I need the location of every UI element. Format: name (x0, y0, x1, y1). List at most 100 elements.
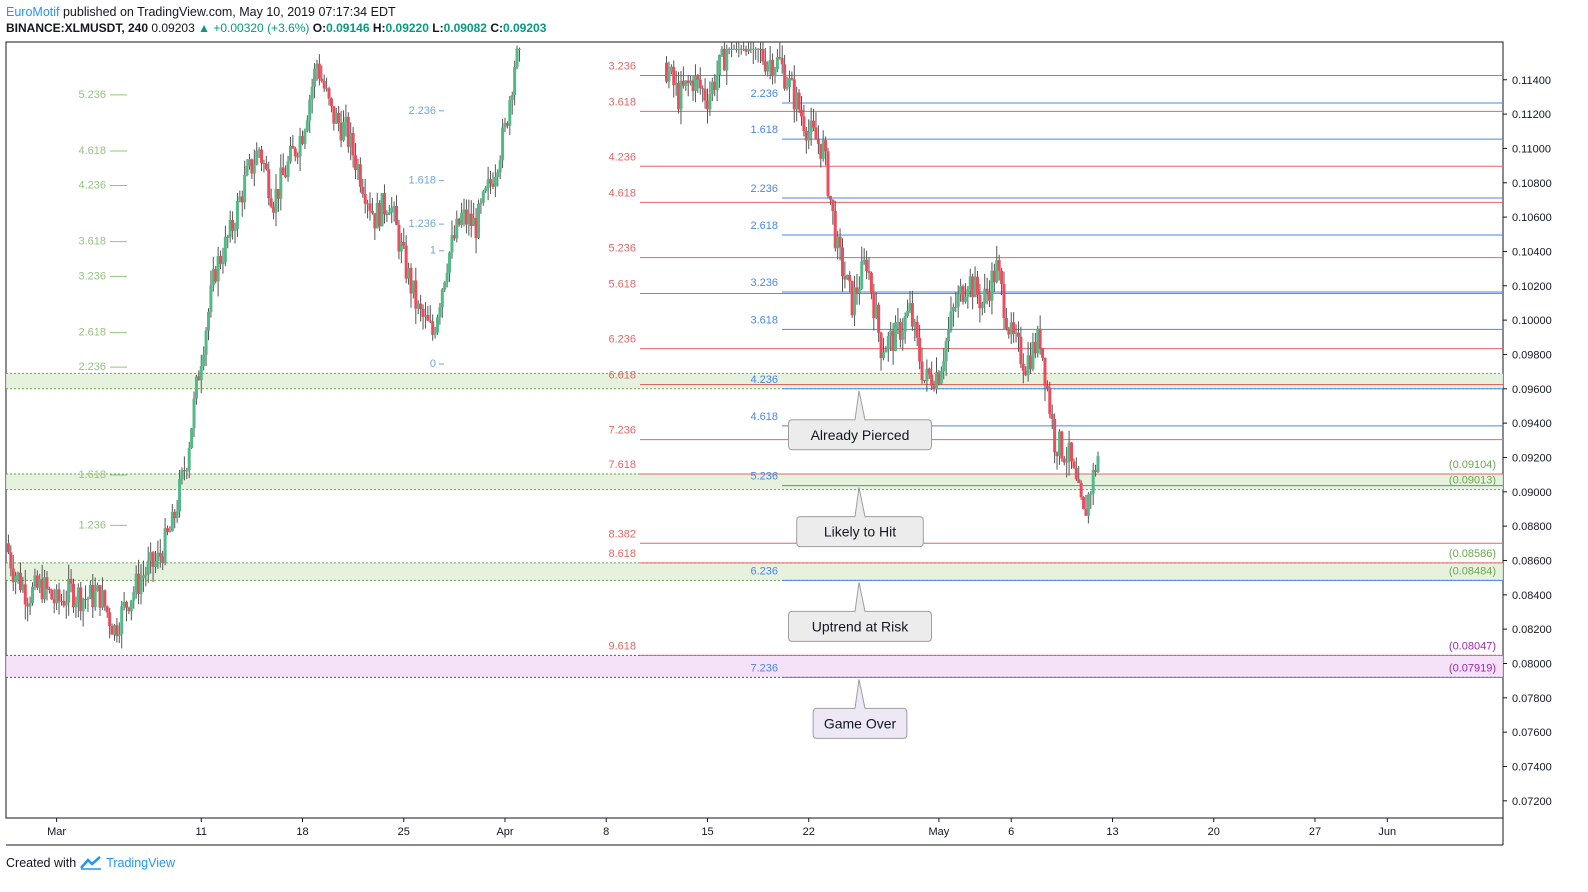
candle-body (807, 131, 811, 141)
candle-body (293, 148, 297, 157)
candle-body (503, 123, 507, 128)
fib-small-label: 1.618 (408, 175, 436, 187)
y-tick-label: 0.11000 (1512, 143, 1551, 155)
candle-body (505, 123, 509, 126)
candle-body (773, 69, 777, 77)
candle-body (869, 272, 873, 293)
y-tick-label: 0.09400 (1512, 418, 1552, 430)
purple-zone (6, 655, 1503, 678)
candle-body (151, 552, 155, 567)
candle-body (705, 100, 709, 110)
candle-body (474, 217, 478, 239)
candle-body (840, 247, 844, 277)
fib-red-label: 5.236 (608, 243, 636, 255)
candle-body (226, 236, 230, 238)
candle-body (1072, 461, 1076, 468)
candle-body (334, 112, 338, 124)
candle-body (16, 572, 20, 577)
candle-body (677, 83, 681, 110)
candle-body (1026, 355, 1030, 376)
candle-body (358, 164, 362, 187)
candle-body (961, 286, 965, 302)
candle-body (1055, 452, 1059, 457)
fib-blue-label: 5.236 (750, 471, 778, 483)
candle-body (464, 209, 468, 225)
candle-body (947, 328, 951, 342)
candle-body (1016, 332, 1020, 337)
symbol-line: BINANCE:XLMUSDT, 240 0.09203 ▲ +0.00320 … (6, 20, 546, 36)
candle-body (1024, 370, 1028, 376)
candle-body (219, 255, 223, 265)
candle-body (40, 579, 44, 600)
candle-body (199, 365, 203, 381)
candle-body (281, 167, 285, 175)
candle-body (284, 174, 288, 178)
candle-body (346, 116, 350, 147)
candle-body (1091, 469, 1095, 494)
candle-body (146, 560, 150, 575)
candle-body (262, 162, 266, 164)
candle-body (117, 634, 121, 637)
fib-red-label: 6.236 (608, 334, 636, 346)
candle-body (1094, 469, 1098, 473)
candle-body (235, 201, 239, 229)
close-value: 0.09203 (502, 21, 547, 35)
x-tick-label: 13 (1106, 826, 1118, 838)
candle-body (315, 63, 319, 69)
candle-body (469, 213, 473, 227)
y-tick-label: 0.07800 (1512, 693, 1552, 705)
candle-body (804, 130, 808, 141)
fib-red-label: 9.618 (608, 640, 636, 652)
candle-body (74, 602, 78, 608)
candle-body (79, 587, 83, 612)
chart-frame (5, 41, 1504, 819)
x-tick-label: 25 (398, 826, 410, 838)
low-value: 0.09082 (443, 21, 487, 35)
candle-body (708, 94, 712, 110)
candle-body (28, 602, 32, 607)
fib-small-label: 1 (430, 245, 436, 257)
candle-body (812, 120, 816, 128)
candle-body (366, 203, 370, 205)
candle-body (787, 78, 791, 88)
symbol-name[interactable]: BINANCE:XLMUSDT, 240 (6, 21, 149, 35)
candle-body (1077, 479, 1081, 484)
candle-body (161, 556, 165, 563)
candle-body (689, 80, 693, 84)
candle-body (891, 330, 895, 351)
candle-body (356, 164, 360, 171)
fib-red-label: 5.618 (608, 279, 636, 291)
y-tick-label: 0.09200 (1512, 452, 1552, 464)
candle-body (983, 288, 987, 304)
candle-body (378, 202, 382, 227)
candle-body (734, 48, 738, 50)
candle-body (848, 274, 852, 281)
candle-body (501, 127, 505, 161)
x-tick-label: 27 (1309, 826, 1321, 838)
candle-body (404, 245, 408, 279)
candle-body (238, 196, 242, 202)
tradingview-link[interactable]: TradingView (106, 856, 175, 870)
candle-body (925, 368, 929, 381)
candle-body (361, 186, 365, 195)
y-tick-label: 0.11200 (1512, 109, 1551, 121)
callout-text: Likely to Hit (824, 524, 896, 540)
candle-body (479, 202, 483, 204)
fib-red-label: 4.618 (608, 187, 636, 199)
callout-bubble (788, 582, 932, 642)
candle-body (698, 79, 702, 89)
y-tick-label: 0.09600 (1512, 384, 1552, 396)
y-tick-label: 0.10800 (1512, 178, 1552, 190)
candle-body (725, 49, 729, 71)
fib-green-label: 2.618 (78, 327, 106, 339)
candle-body (761, 49, 765, 62)
candle-body (76, 587, 80, 603)
candle-body (881, 352, 885, 359)
candle-body (819, 143, 823, 159)
fib-green-label: 1.236 (78, 519, 106, 531)
candle-body (860, 261, 864, 289)
author-link[interactable]: EuroMotif (6, 5, 60, 19)
callout-bubble (796, 487, 924, 548)
fib-red-label: 7.236 (608, 425, 636, 437)
